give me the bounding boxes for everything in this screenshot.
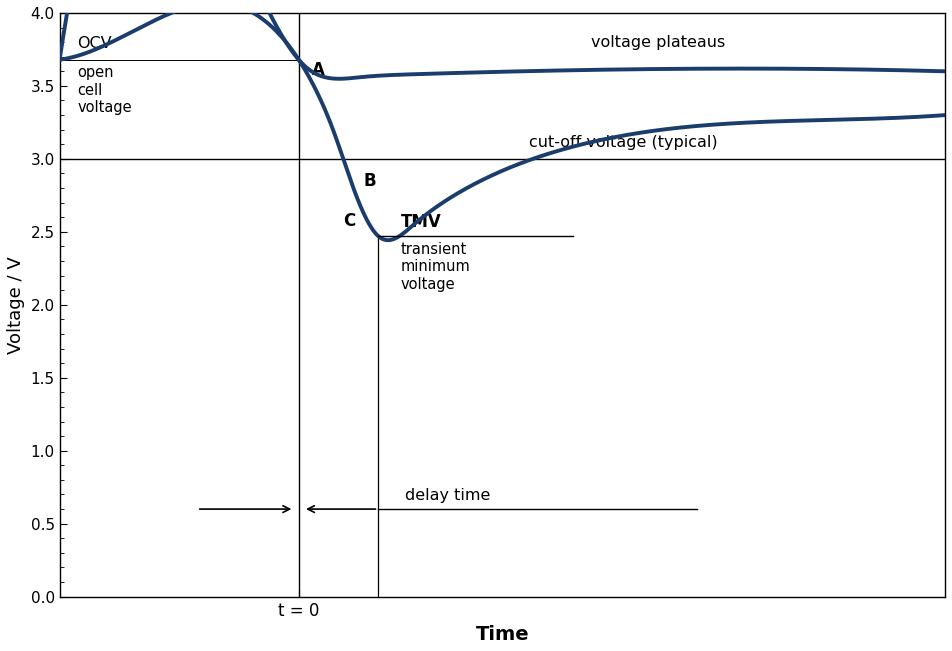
Text: delay time: delay time bbox=[405, 488, 490, 503]
Text: cut-off voltage (typical): cut-off voltage (typical) bbox=[529, 135, 718, 150]
Y-axis label: Voltage / V: Voltage / V bbox=[7, 256, 25, 353]
Text: voltage plateaus: voltage plateaus bbox=[591, 35, 725, 49]
Text: C: C bbox=[343, 212, 355, 230]
Text: transient
minimum
voltage: transient minimum voltage bbox=[401, 242, 470, 292]
Text: open
cell
voltage: open cell voltage bbox=[77, 66, 132, 115]
X-axis label: Time: Time bbox=[475, 625, 529, 644]
Text: TMV: TMV bbox=[401, 214, 442, 232]
Text: A: A bbox=[312, 61, 325, 79]
Text: B: B bbox=[364, 172, 376, 190]
Text: OCV: OCV bbox=[77, 36, 112, 51]
